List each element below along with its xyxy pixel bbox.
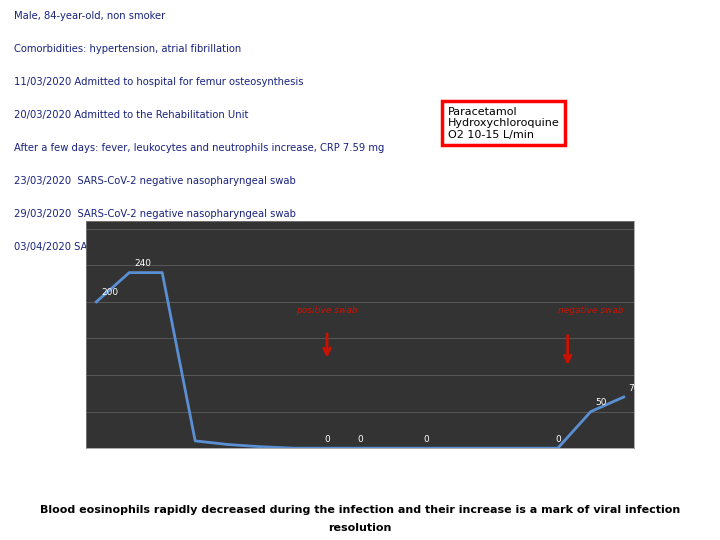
Text: 20/03/2020 Admitted to the Rehabilitation Unit: 20/03/2020 Admitted to the Rehabilitatio… <box>14 110 249 120</box>
Text: 0: 0 <box>555 435 561 444</box>
Text: 0: 0 <box>324 435 330 444</box>
Text: 23/03/2020  SARS-CoV-2 negative nasopharyngeal swab: 23/03/2020 SARS-CoV-2 negative nasophary… <box>14 176 296 186</box>
Text: 50: 50 <box>595 398 607 407</box>
Y-axis label: EOSINOPHILS: EOSINOPHILS <box>51 305 60 365</box>
Text: 200: 200 <box>102 288 118 298</box>
Text: Paracetamol
Hydroxychloroquine
O2 10-15 L/min: Paracetamol Hydroxychloroquine O2 10-15 … <box>448 107 559 140</box>
Text: 0: 0 <box>357 435 363 444</box>
Text: resolution: resolution <box>328 523 392 533</box>
Title: Blood eosinophils during SARS-CoV-2
infections: Blood eosinophils during SARS-CoV-2 infe… <box>220 190 500 218</box>
Text: 29/03/2020  SARS-CoV-2 negative nasopharyngeal swab: 29/03/2020 SARS-CoV-2 negative nasophary… <box>14 209 296 219</box>
Text: 0: 0 <box>423 435 429 444</box>
Text: Blood eosinophils rapidly decreased during the infection and their increase is a: Blood eosinophils rapidly decreased duri… <box>40 505 680 515</box>
Text: 70: 70 <box>629 383 640 393</box>
Text: negative swab: negative swab <box>558 306 624 315</box>
Text: positive swab: positive swab <box>296 306 358 315</box>
Text: Male, 84-year-old, non smoker: Male, 84-year-old, non smoker <box>14 11 166 21</box>
Text: 240: 240 <box>134 259 151 268</box>
Text: 03/04/2020 SARS-CoV-2 positive nasopharyngeal swab: 03/04/2020 SARS-CoV-2 positive nasophary… <box>14 242 288 252</box>
Text: Comorbidities: hypertension, atrial fibrillation: Comorbidities: hypertension, atrial fibr… <box>14 44 242 54</box>
Text: After a few days: fever, leukocytes and neutrophils increase, CRP 7.59 mg: After a few days: fever, leukocytes and … <box>14 143 384 153</box>
Text: 11/03/2020 Admitted to hospital for femur osteosynthesis: 11/03/2020 Admitted to hospital for femu… <box>14 77 304 87</box>
